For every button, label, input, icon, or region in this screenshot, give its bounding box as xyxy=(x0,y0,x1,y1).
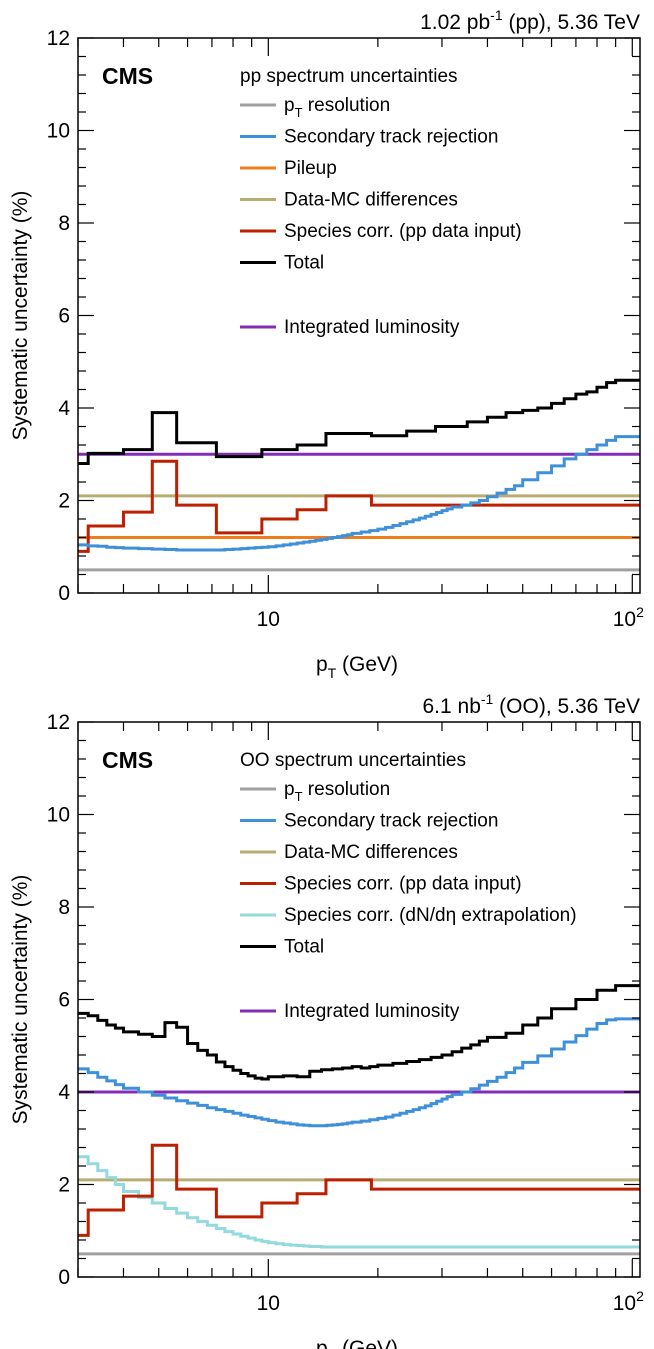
legend-label: Secondary track rejection xyxy=(284,127,498,148)
x-tick-label: 10 xyxy=(257,1292,280,1315)
legend-item-datamc: Data-MC differences xyxy=(240,190,458,211)
y-tick-label: 12 xyxy=(47,711,70,734)
legend-item-pt-resolution: pT resolution xyxy=(240,95,390,120)
y-tick-label: 6 xyxy=(58,305,70,328)
legend-item-secondary: Secondary track rejection xyxy=(240,811,498,832)
legend-item-secondary: Secondary track rejection xyxy=(240,127,498,148)
plot-frame xyxy=(77,721,641,1278)
legend-label: Total xyxy=(284,253,324,274)
y-axis-label: Systematic uncertainty (%) xyxy=(9,875,32,1125)
y-tick-label: 12 xyxy=(47,27,70,50)
experiment-label: CMS xyxy=(102,63,153,89)
lumi-value: 6.1 nb xyxy=(422,695,480,718)
legend-label: Species corr. (pp data input) xyxy=(284,874,522,895)
y-tick-label: 2 xyxy=(58,490,70,513)
lumi-suffix: (pp), 5.36 TeV xyxy=(503,11,640,34)
plot-area xyxy=(78,984,640,1256)
legend-label-main: p xyxy=(284,779,295,800)
legend-label: Secondary track rejection xyxy=(284,811,498,832)
x-tick-exponent: 2 xyxy=(636,604,644,620)
y-tick-label: 0 xyxy=(58,1266,70,1289)
x-label-unit: (GeV) xyxy=(336,653,398,676)
legend-title: pp spectrum uncertainties xyxy=(240,66,458,87)
x-axis-label: pT (GeV) xyxy=(316,653,398,681)
legend-item-pileup: Pileup xyxy=(240,158,337,179)
legend-item-species-pp: Species corr. (pp data input) xyxy=(240,874,522,895)
x-label-sub: T xyxy=(328,665,337,681)
experiment-label: CMS xyxy=(102,747,153,773)
legend-label: pT resolution xyxy=(284,95,390,120)
legend-item-pt-resolution: pT resolution xyxy=(240,779,390,804)
y-tick-label: 6 xyxy=(58,989,70,1012)
legend-title: OO spectrum uncertainties xyxy=(240,750,466,771)
legend-item-species-pp: Species corr. (pp data input) xyxy=(240,221,522,242)
y-tick-label: 0 xyxy=(58,582,70,605)
x-axis-label: pT (GeV) xyxy=(316,1337,398,1349)
lumi-exponent: -1 xyxy=(481,691,494,707)
legend-label: Pileup xyxy=(284,158,337,179)
legend-item-lumi: Integrated luminosity xyxy=(240,317,460,338)
legend-item-lumi: Integrated luminosity xyxy=(240,1001,460,1022)
y-tick-label: 8 xyxy=(58,896,70,919)
legend-item-total: Total xyxy=(240,937,324,958)
legend-label: Integrated luminosity xyxy=(284,317,460,338)
legend-label: Data-MC differences xyxy=(284,190,458,211)
lumi-exponent: -1 xyxy=(490,7,503,23)
legend-item-total: Total xyxy=(240,253,324,274)
y-tick-label: 2 xyxy=(58,1174,70,1197)
legend-label-rest: resolution xyxy=(303,779,391,800)
x-tick-base: 10 xyxy=(613,1292,636,1315)
y-tick-label: 8 xyxy=(58,212,70,235)
y-tick-label: 4 xyxy=(58,1081,70,1104)
series-species-dndeta xyxy=(78,1155,640,1249)
legend-label-rest: resolution xyxy=(303,95,391,116)
legend-item-datamc: Data-MC differences xyxy=(240,842,458,863)
series-total xyxy=(78,378,640,465)
series-total xyxy=(78,984,640,1081)
lumi-header: 6.1 nb-1 (OO), 5.36 TeV xyxy=(422,691,640,718)
legend-label: Integrated luminosity xyxy=(284,1001,460,1022)
lumi-value: 1.02 pb xyxy=(420,11,490,34)
legend-label-sub: T xyxy=(295,105,303,120)
x-tick-label: 10 xyxy=(257,608,280,631)
y-tick-label: 4 xyxy=(58,397,70,420)
x-tick-label-100: 102 xyxy=(613,604,644,631)
legend-item-species-dndeta: Species corr. (dN/dη extrapolation) xyxy=(240,905,577,926)
legend-label: Species corr. (pp data input) xyxy=(284,221,522,242)
x-label-main: p xyxy=(316,653,328,676)
series-secondary xyxy=(78,435,640,552)
legend-label: Data-MC differences xyxy=(284,842,458,863)
series-species-pp xyxy=(78,459,640,553)
series-species-pp xyxy=(78,1143,640,1237)
lumi-suffix: (OO), 5.36 TeV xyxy=(493,695,640,718)
plot-area xyxy=(78,378,640,572)
y-tick-label: 10 xyxy=(47,804,70,827)
y-tick-label: 10 xyxy=(47,120,70,143)
legend-label: pT resolution xyxy=(284,779,390,804)
legend-label-sub: T xyxy=(295,789,303,804)
legend-label: Species corr. (dN/dη extrapolation) xyxy=(284,905,577,926)
lumi-header: 1.02 pb-1 (pp), 5.36 TeV xyxy=(420,7,640,34)
legend-label: Total xyxy=(284,937,324,958)
series-secondary xyxy=(78,1017,640,1128)
x-tick-exponent: 2 xyxy=(636,1288,644,1304)
x-label-main: p xyxy=(316,1337,328,1349)
plot-frame xyxy=(77,37,641,594)
x-tick-label-100: 102 xyxy=(613,1288,644,1315)
x-tick-base: 10 xyxy=(613,608,636,631)
y-axis-label: Systematic uncertainty (%) xyxy=(9,191,32,441)
legend-label-main: p xyxy=(284,95,295,116)
x-label-unit: (GeV) xyxy=(336,1337,398,1349)
